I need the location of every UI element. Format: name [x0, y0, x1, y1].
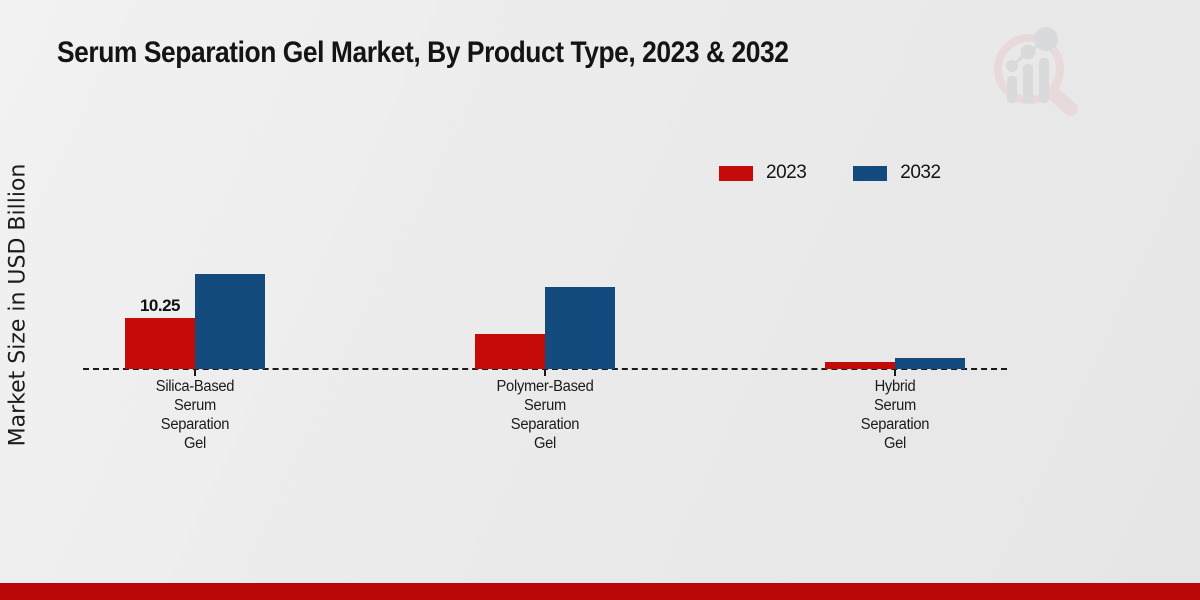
magnifier-handle-icon [1046, 86, 1078, 116]
x-axis-tick [194, 370, 196, 376]
category-label: Polymer-Based Serum Separation Gel [496, 378, 594, 452]
bar-2023-2 [475, 334, 545, 369]
chart-title: Serum Separation Gel Market, By Product … [57, 36, 789, 69]
x-axis-tick [544, 370, 546, 376]
category-label: Silica-Based Serum Separation Gel [155, 378, 235, 452]
bar-2032-2 [545, 287, 615, 369]
legend-swatch-2032 [853, 165, 888, 181]
watermark-dot-icon [1034, 27, 1058, 51]
legend: 2023 2032 [719, 162, 941, 184]
bar-value-label: 10.25 [139, 296, 181, 315]
bar-2023-3 [825, 362, 895, 369]
bar-2032-3 [895, 358, 965, 369]
watermark-dot-icon [1020, 44, 1036, 60]
watermark-dot-icon [1006, 60, 1018, 72]
legend-label-2032: 2032 [900, 162, 941, 183]
footer-red-strip [0, 583, 1200, 600]
legend-label-2023: 2023 [766, 162, 807, 183]
bar-2032-1 [195, 274, 265, 369]
mrfr-logo-watermark [994, 27, 1078, 116]
watermark-bar-icon [1007, 76, 1017, 103]
watermark-bar-icon [1023, 64, 1033, 103]
legend-swatch-2023 [719, 165, 753, 181]
legend-item-2023: 2023 [719, 162, 807, 184]
legend-item-2032: 2032 [853, 162, 941, 184]
x-axis-tick [894, 370, 896, 376]
bar-2023-1 [125, 318, 195, 369]
watermark-bar-icon [1039, 58, 1049, 103]
category-label: Hybrid Serum Separation Gel [860, 378, 930, 452]
x-axis-baseline [83, 368, 1007, 370]
